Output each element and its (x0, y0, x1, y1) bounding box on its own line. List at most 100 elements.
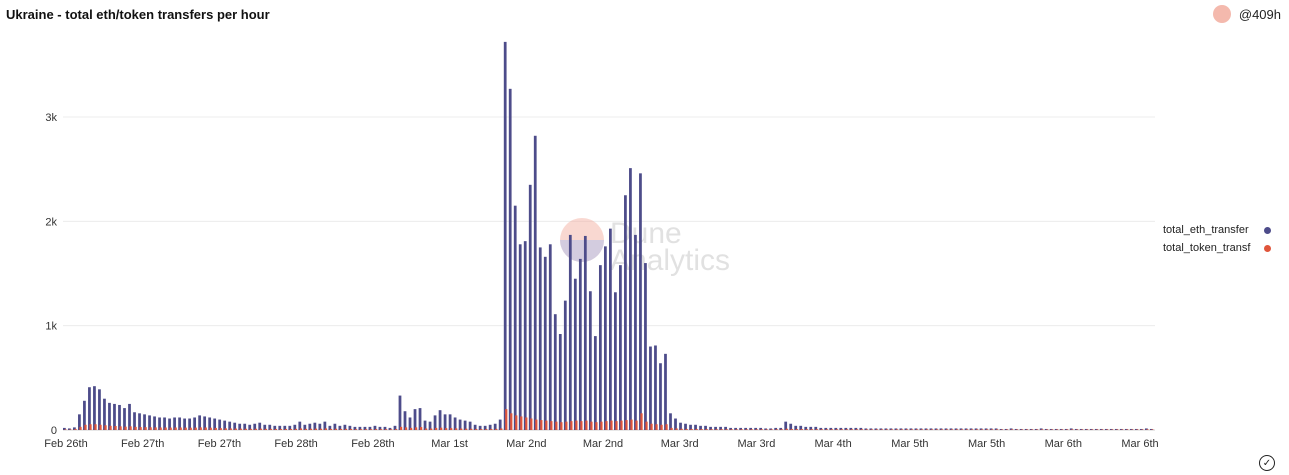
bar-eth[interactable] (809, 426, 813, 430)
bar-token[interactable] (1061, 429, 1064, 430)
bar-eth[interactable] (999, 428, 1003, 430)
bar-token[interactable] (640, 413, 643, 430)
bar-token[interactable] (1111, 429, 1114, 430)
bar-eth[interactable] (68, 428, 71, 430)
bar-token[interactable] (254, 428, 257, 430)
bar-eth[interactable] (654, 345, 657, 430)
check-icon[interactable]: ✓ (1259, 455, 1275, 471)
bar-token[interactable] (480, 429, 483, 430)
bar-token[interactable] (299, 428, 303, 430)
bar-token[interactable] (670, 427, 673, 430)
bar-eth[interactable] (603, 246, 607, 430)
bar-token[interactable] (354, 429, 358, 430)
bar-token[interactable] (1021, 429, 1024, 430)
bar-token[interactable] (179, 427, 182, 431)
bar-token[interactable] (991, 429, 994, 430)
bar-token[interactable] (344, 428, 348, 430)
bar-eth[interactable] (183, 418, 186, 430)
bar-eth[interactable] (934, 428, 938, 430)
bar-eth[interactable] (814, 426, 818, 430)
bar-eth[interactable] (1144, 428, 1148, 430)
bar-token[interactable] (119, 426, 122, 430)
bar-eth[interactable] (894, 428, 898, 430)
bar-eth[interactable] (443, 414, 447, 430)
bar-token[interactable] (770, 429, 773, 430)
bar-eth[interactable] (543, 256, 547, 430)
bar-token[interactable] (1126, 429, 1129, 430)
bar-token[interactable] (845, 429, 849, 430)
bar-token[interactable] (570, 421, 573, 430)
bar-eth[interactable] (774, 427, 778, 430)
bar-eth[interactable] (523, 241, 527, 430)
bar-token[interactable] (580, 421, 583, 430)
bar-token[interactable] (445, 428, 448, 430)
bar-eth[interactable] (233, 422, 237, 430)
bar-token[interactable] (730, 429, 733, 430)
bar-token[interactable] (324, 428, 328, 430)
bar-eth[interactable] (1014, 428, 1018, 430)
bar-token[interactable] (349, 428, 353, 430)
bar-token[interactable] (1131, 429, 1134, 430)
bar-token[interactable] (930, 429, 934, 430)
bar-eth[interactable] (964, 428, 968, 430)
bar-eth[interactable] (694, 424, 697, 430)
bar-token[interactable] (1096, 429, 1099, 430)
bar-eth[interactable] (248, 424, 252, 430)
bar-eth[interactable] (528, 184, 532, 430)
bar-eth[interactable] (1149, 428, 1153, 430)
bar-token[interactable] (900, 429, 904, 430)
bar-token[interactable] (274, 428, 277, 430)
bar-token[interactable] (805, 429, 808, 430)
bar-token[interactable] (750, 429, 753, 430)
bar-eth[interactable] (719, 426, 722, 430)
bar-token[interactable] (535, 419, 538, 430)
bar-eth[interactable] (704, 425, 707, 430)
bar-token[interactable] (500, 428, 503, 430)
bar-token[interactable] (976, 429, 979, 430)
bar-token[interactable] (139, 427, 142, 430)
bar-token[interactable] (309, 428, 313, 430)
bar-token[interactable] (940, 429, 944, 430)
bar-eth[interactable] (854, 427, 858, 430)
bar-eth[interactable] (989, 428, 993, 430)
bar-eth[interactable] (428, 421, 432, 430)
bar-token[interactable] (69, 429, 72, 430)
bar-eth[interactable] (578, 258, 582, 430)
bar-token[interactable] (144, 427, 147, 430)
bar-token[interactable] (415, 427, 418, 430)
bar-eth[interactable] (899, 428, 903, 430)
bar-token[interactable] (129, 426, 132, 430)
bar-eth[interactable] (338, 425, 342, 430)
bar-eth[interactable] (253, 423, 257, 430)
bar-token[interactable] (239, 428, 242, 430)
bar-eth[interactable] (679, 422, 682, 430)
bar-eth[interactable] (438, 410, 442, 430)
bar-eth[interactable] (593, 336, 597, 430)
bar-token[interactable] (645, 421, 648, 430)
bar-token[interactable] (114, 426, 117, 430)
bar-eth[interactable] (689, 424, 692, 430)
bar-eth[interactable] (959, 428, 963, 430)
bar-eth[interactable] (904, 428, 908, 430)
bar-token[interactable] (605, 421, 608, 430)
bar-eth[interactable] (503, 41, 507, 430)
bar-eth[interactable] (533, 135, 537, 430)
bar-eth[interactable] (674, 418, 677, 430)
bar-token[interactable] (164, 427, 167, 431)
bar-token[interactable] (204, 427, 207, 431)
bar-token[interactable] (755, 429, 758, 430)
legend-item-eth[interactable]: total_eth_transfer (1163, 221, 1271, 239)
bar-eth[interactable] (218, 419, 222, 430)
bar-eth[interactable] (924, 428, 928, 430)
bar-token[interactable] (359, 429, 363, 430)
bar-eth[interactable] (108, 402, 111, 430)
bar-token[interactable] (915, 429, 919, 430)
bar-eth[interactable] (669, 413, 672, 430)
bar-eth[interactable] (408, 417, 412, 430)
bar-eth[interactable] (949, 428, 953, 430)
bar-token[interactable] (785, 428, 788, 430)
bar-token[interactable] (450, 428, 453, 430)
bar-token[interactable] (94, 424, 97, 430)
bar-token[interactable] (650, 423, 653, 430)
bar-eth[interactable] (278, 425, 282, 430)
